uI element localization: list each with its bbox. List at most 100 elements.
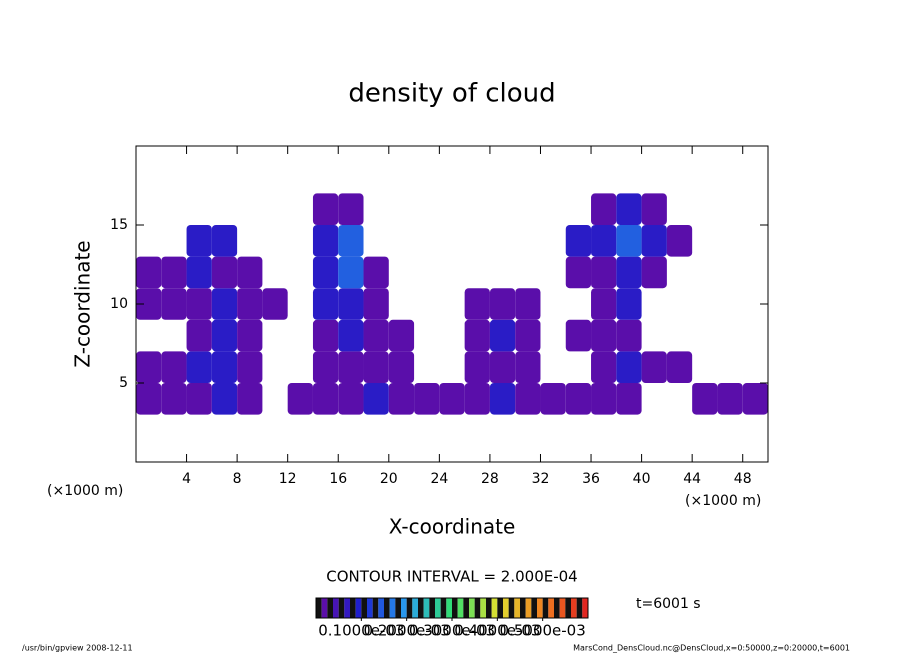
- contour-cell: [338, 351, 364, 383]
- contour-cell: [312, 319, 339, 352]
- contour-cell: [186, 351, 212, 383]
- contour-cell: [136, 383, 162, 415]
- colorbar-swatch: [412, 598, 418, 618]
- colorbar-swatch: [582, 598, 588, 618]
- colorbar-swatch: [333, 598, 339, 618]
- contour-cell: [515, 351, 541, 383]
- contour-cell: [591, 351, 617, 383]
- contour-cell: [388, 383, 415, 415]
- colorbar-swatch: [418, 598, 424, 618]
- x-tick-label: 16: [329, 471, 347, 487]
- contour-cell: [161, 383, 187, 415]
- contour-cell: [591, 319, 617, 352]
- contour-cell: [464, 351, 490, 383]
- contour-cell: [489, 319, 516, 352]
- contour-cell: [515, 319, 541, 352]
- colorbar-swatch: [321, 598, 328, 618]
- contour-cell: [312, 256, 339, 289]
- contour-cell: [211, 225, 238, 257]
- contour-cell: [287, 383, 313, 415]
- contour-cell: [161, 288, 187, 320]
- colorbar-swatch: [542, 598, 549, 618]
- contour-cell: [641, 256, 667, 289]
- contour-cell: [616, 225, 642, 257]
- colorbar-swatch: [361, 598, 367, 618]
- contour-cell: [161, 256, 187, 289]
- contour-cell: [591, 288, 617, 320]
- contour-cell: [136, 288, 162, 320]
- contour-cell: [540, 383, 566, 415]
- x-tick-label: 36: [582, 471, 600, 487]
- x-axis-label: X-coordinate: [389, 515, 516, 539]
- x-tick-label: 44: [683, 471, 701, 487]
- contour-cell: [515, 288, 541, 320]
- colorbar-swatch: [531, 598, 537, 618]
- contour-cell: [237, 288, 263, 320]
- colorbar-swatch: [537, 598, 543, 618]
- y-tick-label: 15: [110, 217, 128, 233]
- colorbar-swatch: [576, 598, 583, 618]
- colorbar-swatch: [350, 598, 356, 618]
- contour-cell: [616, 256, 642, 289]
- contour-cell: [363, 288, 389, 320]
- contour-cell: [616, 193, 642, 225]
- contour-cell: [186, 256, 212, 289]
- colorbar-tick-label: 0.2000e-03: [364, 622, 450, 640]
- colorbar-tick-label: 0.3000e-03: [409, 622, 495, 640]
- colorbar-swatch: [316, 598, 322, 618]
- contour-cell: [211, 383, 238, 415]
- colorbar-swatch: [548, 598, 554, 618]
- colorbar-swatch: [554, 598, 560, 618]
- contour-cell: [186, 319, 212, 352]
- contour-cell: [591, 383, 617, 415]
- contour-cell: [237, 351, 263, 383]
- colorbar-swatch: [423, 598, 430, 618]
- contour-cell: [464, 319, 490, 352]
- contour-cell: [616, 383, 642, 415]
- colorbar-swatch: [429, 598, 435, 618]
- contour-cell: [616, 319, 642, 352]
- contour-cell: [312, 288, 339, 320]
- contour-cell: [186, 288, 212, 320]
- colorbar-swatch: [435, 598, 441, 618]
- colorbar-swatch: [401, 598, 407, 618]
- colorbar-swatch: [486, 598, 492, 618]
- colorbar-swatch: [508, 598, 515, 618]
- contour-cell: [388, 351, 415, 383]
- y-tick-label: 10: [110, 296, 128, 312]
- colorbar-swatch: [457, 598, 464, 618]
- y-tick-label: 5: [119, 375, 128, 391]
- contour-cell: [565, 319, 592, 352]
- x-unit-label: (×1000 m): [685, 493, 761, 509]
- colorbar-tick-label: 0.1000e-03: [318, 622, 404, 640]
- contour-cell: [641, 225, 667, 257]
- contour-cell: [338, 225, 364, 257]
- contour-cell: [312, 193, 339, 225]
- contour-cell: [591, 225, 617, 257]
- x-unit-label: (×1000 m): [47, 483, 123, 499]
- contour-cell: [565, 225, 592, 257]
- x-tick-label: 8: [233, 471, 242, 487]
- contour-cell: [515, 383, 541, 415]
- contour-cell: [388, 319, 415, 352]
- colorbar-swatch: [474, 598, 481, 618]
- contour-cell: [363, 383, 389, 415]
- contour-cell: [666, 351, 693, 383]
- contour-cell: [666, 225, 693, 257]
- contour-cell: [211, 288, 238, 320]
- colorbar-swatch: [395, 598, 401, 618]
- contour-cell: [641, 351, 667, 383]
- contour-cell: [692, 383, 718, 415]
- colorbar-tick-label: 0.5000e-03: [500, 622, 586, 640]
- colorbar-swatch: [389, 598, 396, 618]
- contour-cell: [591, 256, 617, 289]
- colorbar-swatch: [559, 598, 566, 618]
- contour-cell: [363, 319, 389, 352]
- contour-cell: [742, 383, 768, 415]
- colorbar-swatch: [463, 598, 469, 618]
- contour-cell: [565, 383, 592, 415]
- colorbar-swatch: [525, 598, 532, 618]
- x-tick-label: 40: [633, 471, 651, 487]
- contour-cell: [237, 383, 263, 415]
- contour-cell: [717, 383, 743, 415]
